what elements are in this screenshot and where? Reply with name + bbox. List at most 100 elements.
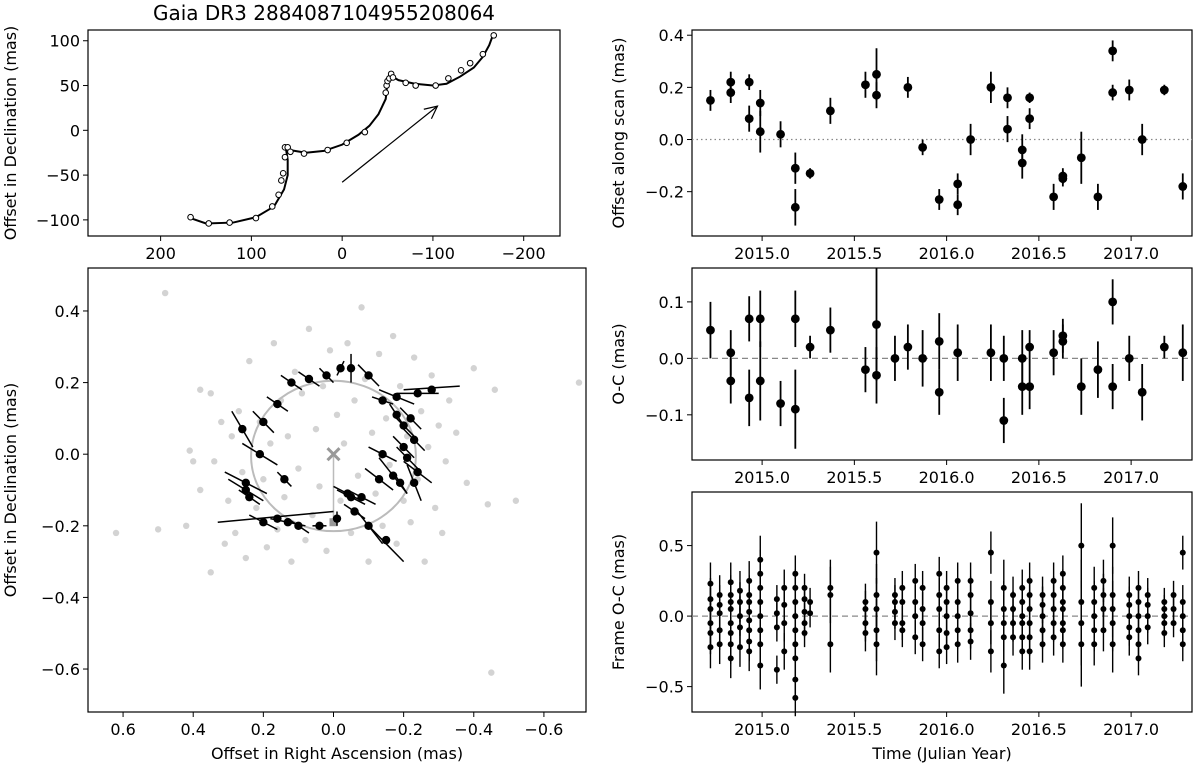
frame-point: [1000, 662, 1007, 669]
y-tick-label: 0.0: [659, 607, 684, 626]
epoch-marker: [281, 153, 289, 161]
frame-point: [1059, 599, 1066, 605]
y-tick-label: −0.2: [645, 183, 684, 202]
orbit-point: [259, 417, 268, 427]
frame-point: [936, 570, 943, 577]
frame-point: [919, 584, 926, 591]
frame-point: [1144, 613, 1151, 620]
residual-point: [260, 476, 267, 483]
periastron-marker: [329, 518, 338, 527]
frame-point: [1144, 591, 1151, 598]
data-point: [1076, 382, 1086, 391]
residual-point: [182, 522, 190, 530]
y-tick-label: −0.6: [41, 660, 80, 679]
frame-point: [1109, 606, 1116, 613]
frame-point: [736, 587, 743, 594]
frame-point: [746, 608, 753, 615]
data-point: [706, 325, 715, 335]
frame-point: [912, 613, 919, 620]
frame-point: [1039, 613, 1046, 620]
frame-point: [954, 613, 961, 620]
frame-point: [912, 599, 919, 605]
frame-point: [1135, 584, 1142, 591]
data-point: [1159, 342, 1169, 352]
arrow-head: [423, 105, 439, 120]
plot-frame: [691, 267, 1193, 461]
residual-point: [267, 440, 274, 447]
data-point: [755, 127, 765, 137]
residual-point: [337, 497, 344, 504]
data-point: [1003, 124, 1012, 134]
residual-point: [365, 558, 372, 565]
residual-point: [298, 390, 306, 397]
data-point: [861, 80, 870, 90]
residual-point: [323, 547, 330, 555]
data-point: [1017, 382, 1027, 391]
orbit-point: [427, 385, 436, 394]
orbit-point: [283, 518, 293, 527]
frame-point: [1059, 627, 1066, 634]
residual-point: [211, 458, 218, 465]
x-axis-label: Offset in Right Ascension (mas): [211, 744, 463, 763]
frame-point: [746, 627, 753, 634]
frame-point: [891, 591, 898, 598]
x-tick-label: −0.4: [454, 720, 493, 739]
epoch-marker: [343, 139, 350, 147]
residual-point: [316, 483, 323, 490]
residual-point: [207, 390, 214, 397]
data-point: [776, 399, 785, 408]
frame-point: [801, 584, 808, 591]
frame-point: [1170, 591, 1177, 598]
x-tick-label: 2016.0: [919, 244, 975, 263]
orbit-point: [392, 410, 401, 420]
data-point: [999, 353, 1009, 363]
o-c-panel: 2015.0 2015.5 2016.0 2016.5 2017.0 0.1 0.0 −0.1…: [609, 267, 1193, 487]
frame-point: [1026, 591, 1033, 598]
residual-point: [253, 504, 260, 512]
orbit-point: [350, 507, 359, 516]
y-tick-label: 0.5: [659, 537, 684, 556]
frame-point: [891, 620, 898, 627]
frame-point: [773, 666, 780, 673]
frame-point: [1170, 606, 1177, 613]
frame-point: [781, 584, 788, 591]
epoch-marker: [205, 220, 213, 227]
frame-point: [1039, 591, 1046, 598]
frame-point: [773, 624, 780, 631]
residual-point: [333, 411, 341, 419]
frame-point: [1000, 606, 1007, 613]
x-tick-label: 2017.0: [1103, 468, 1159, 487]
residual-point: [305, 325, 313, 333]
frame-point: [1078, 599, 1085, 605]
epoch-marker: [324, 146, 331, 154]
data-point: [825, 325, 835, 335]
frame-point: [1126, 624, 1133, 631]
frame-point: [1179, 627, 1186, 634]
orbit-point: [395, 478, 405, 488]
residual-point: [407, 519, 414, 526]
frame-point: [1026, 620, 1033, 627]
orbit-point: [406, 414, 415, 423]
data-point: [1178, 348, 1188, 358]
residual-point: [239, 468, 246, 476]
frame-point: [1161, 606, 1168, 613]
frame-point: [943, 613, 950, 620]
data-point: [790, 404, 800, 414]
x-tick-label: 2016.5: [1011, 244, 1067, 263]
frame-point: [727, 655, 734, 662]
frame-point: [1091, 584, 1098, 591]
x-tick-label: 2016.5: [1011, 468, 1067, 487]
frame-point: [1059, 620, 1066, 627]
data-point: [790, 202, 800, 212]
y-tick-label: −0.4: [41, 588, 80, 607]
frame-point: [1050, 606, 1057, 613]
x-tick-label: 0.6: [110, 720, 135, 739]
frame-point: [1039, 641, 1046, 648]
y-tick-label: 100: [49, 32, 80, 51]
data-point: [744, 114, 754, 124]
residual-point: [435, 422, 442, 429]
frame-point: [1050, 591, 1057, 598]
data-point: [1025, 93, 1035, 103]
frame-point: [716, 601, 723, 608]
frame-point: [781, 601, 788, 608]
